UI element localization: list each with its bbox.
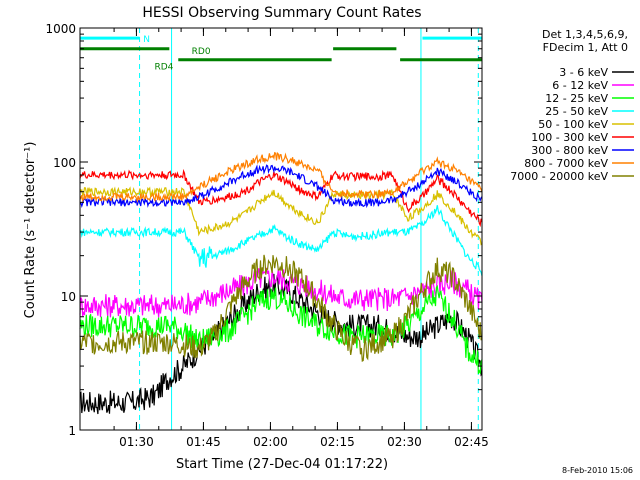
axis-ticks: 01:30 01:45 02:00 02:15 02:30 02:45 1 10 100 1000 <box>45 22 488 449</box>
legend-entry-label: 7000 - 20000 keV <box>510 170 608 183</box>
plot-frame <box>79 27 483 431</box>
orbit-flag-label: RD0 <box>192 47 211 57</box>
marker-lines <box>139 28 479 430</box>
orbit-flags: N RD0 RD4 <box>80 35 482 73</box>
y-tick-label: 1 <box>68 424 76 438</box>
legend: Det 1,3,4,5,6,9,FDecim 1, Att 0 3 - 6 keV… <box>510 28 634 183</box>
x-tick-label: 02:45 <box>454 435 489 449</box>
x-tick-label: 01:45 <box>186 435 221 449</box>
orbit-flag-label: RD4 <box>154 63 173 73</box>
series-line <box>79 267 483 318</box>
legend-entry-label: 12 - 25 keV <box>545 92 608 105</box>
series-lines <box>79 151 483 415</box>
series-line <box>79 284 483 375</box>
y-tick-label: 1000 <box>45 22 76 36</box>
series-line <box>79 205 483 277</box>
x-tick-label: 02:15 <box>320 435 355 449</box>
legend-header: FDecim 1, Att 0 <box>543 41 628 54</box>
series-line <box>79 164 483 209</box>
legend-entry-label: 50 - 100 keV <box>538 118 608 131</box>
series-line <box>79 186 483 246</box>
legend-entry-label: 3 - 6 keV <box>559 66 608 79</box>
legend-header: Det 1,3,4,5,6,9, <box>542 28 628 41</box>
y-tick-label: 10 <box>61 290 76 304</box>
y-axis-label: Count Rate (s⁻¹ detector⁻¹) <box>23 142 38 319</box>
x-tick-label: 02:30 <box>387 435 422 449</box>
x-tick-label: 02:00 <box>253 435 288 449</box>
legend-entry-label: 100 - 300 keV <box>531 131 608 144</box>
orbit-flag-label: N <box>143 35 150 45</box>
legend-entry-label: 800 - 7000 keV <box>524 157 608 170</box>
legend-entry-label: 300 - 800 keV <box>531 144 608 157</box>
timestamp-footer: 8-Feb-2010 15:06 <box>562 466 633 475</box>
series-line <box>79 151 483 204</box>
series-line <box>79 168 483 228</box>
x-tick-label: 01:30 <box>119 435 154 449</box>
legend-entry-label: 25 - 50 keV <box>545 105 608 118</box>
x-axis-label: Start Time (27-Dec-04 01:17:22) <box>176 457 388 472</box>
legend-entry-label: 6 - 12 keV <box>552 79 608 92</box>
y-tick-label: 100 <box>53 156 76 170</box>
series-line <box>79 254 483 362</box>
chart-title: HESSI Observing Summary Count Rates <box>142 5 421 21</box>
